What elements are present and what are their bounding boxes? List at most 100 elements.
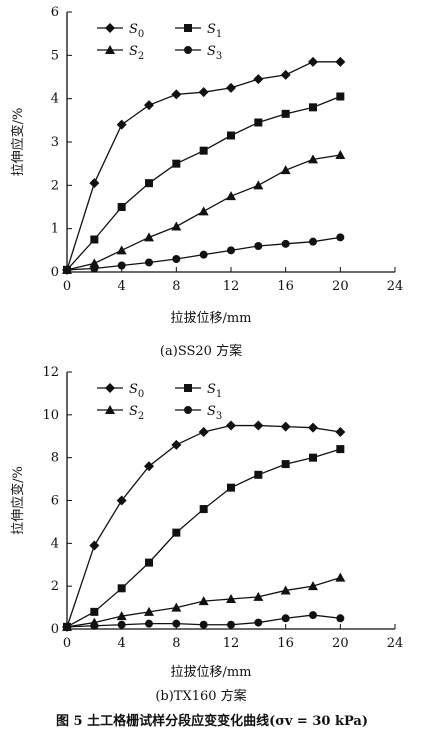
data-point-s1	[281, 109, 290, 118]
data-point-s3	[117, 620, 126, 629]
data-point-s0	[198, 87, 209, 98]
data-point-s0	[171, 439, 182, 450]
data-point-s0	[226, 420, 236, 431]
x-tick-label: 12	[223, 636, 240, 651]
x-tick-label: 16	[277, 636, 294, 651]
data-point-s2	[308, 154, 318, 164]
panel-caption: (b)TX160 方案	[155, 688, 246, 704]
data-point-s2	[335, 572, 346, 582]
data-point-s2	[198, 596, 209, 606]
data-point-s3	[172, 619, 181, 628]
x-tick-label: 24	[387, 279, 404, 294]
y-axis-label: 拉伸应变/%	[10, 108, 26, 177]
data-point-s0	[144, 100, 154, 111]
data-point-s2	[89, 258, 100, 268]
data-point-s2	[116, 245, 127, 255]
data-point-s1	[145, 558, 153, 567]
data-point-s2	[226, 594, 236, 604]
data-point-s1	[199, 146, 208, 155]
data-point-s3	[90, 621, 99, 630]
data-point-s3	[63, 622, 71, 631]
x-tick-label: 8	[172, 279, 180, 294]
data-point-s3	[145, 619, 153, 628]
legend-label-s3: S3	[207, 404, 222, 422]
y-tick-label: 2	[51, 579, 59, 594]
legend-label-s0: S0	[129, 382, 144, 400]
y-tick-label: 1	[51, 222, 59, 237]
data-point-s2	[335, 150, 346, 159]
x-axis-label: 拉拔位移/mm	[170, 665, 251, 680]
data-point-s3	[117, 261, 126, 270]
data-point-s0	[253, 420, 264, 431]
data-point-s0	[308, 56, 318, 67]
data-point-s1	[172, 528, 181, 537]
data-point-s3	[281, 239, 290, 248]
data-point-s0	[253, 74, 264, 85]
data-point-s2	[198, 206, 209, 216]
data-point-s1	[281, 460, 290, 469]
data-point-s2	[171, 602, 182, 612]
y-tick-label: 8	[51, 451, 59, 466]
y-tick-label: 2	[51, 178, 59, 193]
x-tick-label: 20	[332, 279, 349, 294]
data-point-s2	[280, 165, 291, 175]
panel-caption: (a)SS20 方案	[160, 343, 242, 359]
data-point-s3	[336, 233, 345, 242]
data-point-s2	[253, 180, 264, 190]
data-point-s1	[90, 607, 99, 616]
x-tick-label: 12	[223, 279, 240, 294]
data-point-s0	[280, 69, 291, 80]
data-point-s2	[144, 232, 154, 242]
y-tick-label: 0	[51, 622, 59, 637]
data-point-s1	[336, 92, 345, 101]
legend-label-s1: S1	[207, 22, 222, 40]
data-point-s0	[89, 540, 100, 551]
data-point-s0	[198, 426, 209, 437]
legend-label-s2: S2	[129, 404, 144, 422]
data-point-s2	[171, 221, 182, 231]
data-point-s1	[309, 103, 317, 112]
data-point-s1	[227, 483, 235, 492]
data-point-s0	[280, 421, 291, 432]
y-tick-label: 6	[51, 494, 59, 509]
legend-marker-s3	[184, 406, 192, 414]
x-tick-label: 20	[332, 636, 349, 651]
chart-b: 0 4 8 12 16 20 24024681012拉拔位移/mm拉伸应变/%(b)TX16…	[10, 365, 403, 704]
x-tick-label: 16	[277, 279, 294, 294]
data-point-s0	[144, 461, 154, 472]
data-point-s3	[227, 620, 235, 629]
data-point-s0	[308, 422, 318, 433]
data-point-s1	[145, 179, 153, 188]
data-point-s0	[89, 178, 100, 189]
data-point-s3	[90, 264, 99, 273]
data-point-s2	[280, 585, 291, 595]
data-point-s0	[116, 119, 127, 130]
data-point-s3	[254, 618, 263, 627]
data-point-s1	[254, 470, 263, 479]
data-point-s1	[117, 203, 126, 211]
data-point-s3	[254, 242, 263, 250]
data-point-s1	[90, 235, 99, 244]
data-point-s1	[309, 453, 317, 462]
data-point-s2	[144, 606, 154, 616]
data-point-s3	[172, 255, 181, 263]
y-tick-label: 0	[51, 265, 59, 280]
data-point-s2	[253, 591, 264, 601]
legend-marker-s2	[105, 405, 115, 414]
legend-label-s2: S2	[129, 44, 144, 62]
y-axis-label: 拉伸应变/%	[10, 466, 26, 535]
legend-marker-s1	[184, 24, 192, 32]
legend-label-s0: S0	[129, 22, 144, 40]
legend-marker-s0	[105, 383, 115, 393]
y-tick-label: 5	[51, 48, 59, 63]
data-point-s0	[226, 82, 236, 93]
data-point-s1	[254, 118, 263, 127]
data-point-s2	[226, 191, 236, 201]
data-point-s0	[335, 426, 346, 437]
y-tick-label: 4	[51, 536, 59, 551]
data-point-s1	[117, 584, 126, 593]
data-point-s1	[172, 159, 181, 168]
y-tick-label: 6	[51, 5, 59, 20]
data-point-s3	[199, 250, 208, 259]
